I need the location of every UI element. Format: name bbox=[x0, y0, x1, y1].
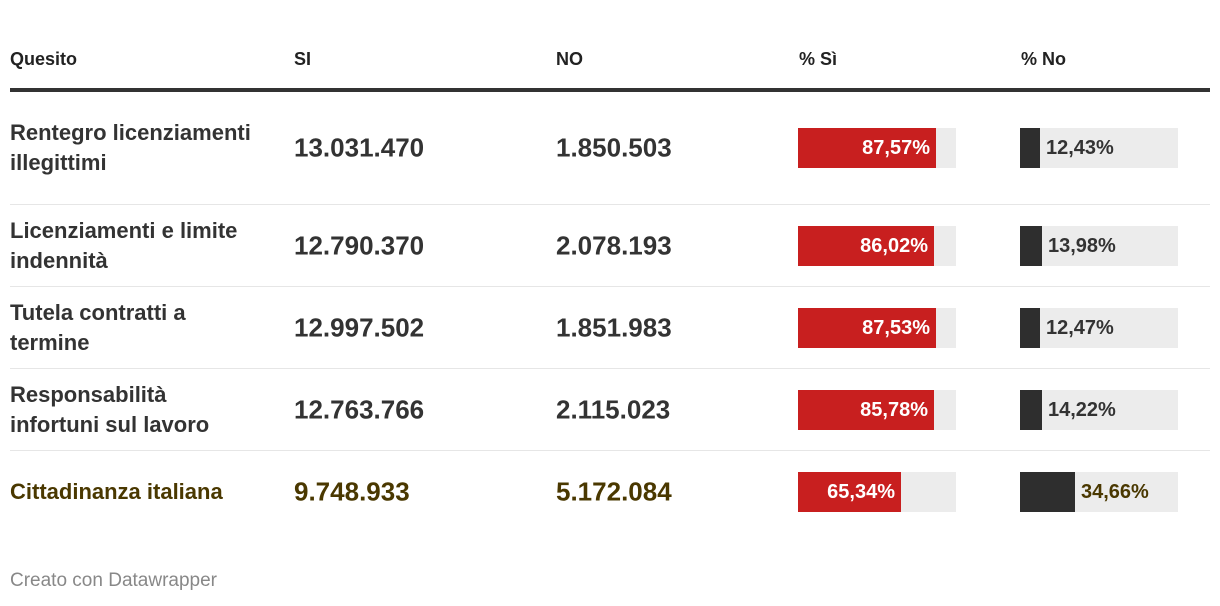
header-pct-si: % Sì bbox=[799, 49, 838, 69]
quesito-label: Rentegro licenziamenti illegittimi bbox=[10, 120, 251, 175]
pct-si-label: 65,34% bbox=[827, 480, 895, 503]
pct-no-fill bbox=[1020, 225, 1042, 266]
quesito-label: Cittadinanza italiana bbox=[10, 478, 223, 504]
table-row: Tutela contratti a termine 12.997.502 1.85… bbox=[10, 287, 1210, 369]
quesito-label: Tutela contratti a termine bbox=[10, 299, 186, 355]
quesito-label: Licenziamenti e limite indennità bbox=[10, 217, 238, 273]
pct-si-label: 87,53% bbox=[862, 316, 930, 339]
pct-no-fill bbox=[1020, 128, 1040, 168]
pct-si-bar: 65,34% bbox=[798, 471, 956, 512]
pct-no-bar: 14,22% bbox=[1020, 389, 1178, 430]
pct-no-bar: 12,47% bbox=[1020, 307, 1178, 348]
pct-no-label: 14,22% bbox=[1048, 398, 1116, 421]
pct-si-bar: 87,53% bbox=[798, 307, 956, 348]
header-no: NO bbox=[556, 49, 583, 69]
no-votes: 1.851.983 bbox=[556, 312, 672, 342]
pct-si-bar: 85,78% bbox=[798, 389, 956, 430]
pct-si-bar: 87,57% bbox=[798, 128, 956, 168]
table-row: Rentegro licenziamenti illegittimi 13.031… bbox=[10, 92, 1210, 205]
pct-si-fill bbox=[798, 225, 934, 266]
header-si: SI bbox=[294, 49, 312, 69]
si-votes: 12.763.766 bbox=[294, 394, 425, 424]
si-votes: 9.748.933 bbox=[294, 476, 410, 506]
si-votes: 12.997.502 bbox=[294, 312, 425, 342]
no-votes: 1.850.503 bbox=[556, 132, 672, 163]
table-header: Quesito SI NO % Sì % No bbox=[10, 40, 1210, 92]
no-votes: 2.115.023 bbox=[556, 394, 671, 424]
pct-si-fill bbox=[798, 389, 934, 430]
pct-no-fill bbox=[1020, 389, 1042, 430]
si-votes: 12.790.370 bbox=[294, 230, 425, 260]
pct-si-fill bbox=[798, 471, 901, 512]
table-row: Responsabilità infortuni sul lavoro 12.76… bbox=[10, 369, 1210, 451]
header-pct-no: % No bbox=[1021, 49, 1066, 69]
pct-no-bar: 12,43% bbox=[1020, 128, 1178, 168]
si-votes: 13.031.470 bbox=[294, 132, 425, 163]
pct-no-label: 12,43% bbox=[1046, 137, 1114, 159]
quesito-label: Responsabilità infortuni sul lavoro bbox=[10, 381, 210, 437]
pct-no-label: 12,47% bbox=[1046, 316, 1114, 339]
no-votes: 2.078.193 bbox=[556, 230, 672, 260]
pct-si-fill bbox=[798, 307, 936, 348]
no-votes: 5.172.084 bbox=[556, 476, 672, 506]
table-body: Rentegro licenziamenti illegittimi 13.031… bbox=[10, 92, 1210, 532]
pct-no-label: 13,98% bbox=[1048, 234, 1116, 257]
pct-no-fill bbox=[1020, 471, 1075, 512]
pct-si-fill bbox=[798, 128, 936, 168]
results-table: Quesito SI NO % Sì % No Rentegro licenzi… bbox=[10, 40, 1210, 532]
table-row: Licenziamenti e limite indennità 12.790.3… bbox=[10, 205, 1210, 287]
pct-no-fill bbox=[1020, 307, 1040, 348]
pct-si-label: 86,02% bbox=[860, 234, 928, 257]
table-row: Cittadinanza italiana 9.748.933 5.172.084 6… bbox=[10, 451, 1210, 532]
pct-si-label: 87,57% bbox=[862, 137, 930, 159]
pct-si-bar: 86,02% bbox=[798, 225, 956, 266]
pct-no-bar: 13,98% bbox=[1020, 225, 1178, 266]
pct-no-bar: 34,66% bbox=[1020, 471, 1178, 512]
pct-si-label: 85,78% bbox=[860, 398, 928, 421]
pct-no-label: 34,66% bbox=[1081, 480, 1149, 503]
header-quesito: Quesito bbox=[10, 49, 78, 69]
footer-credit: Creato con Datawrapper bbox=[10, 570, 217, 591]
